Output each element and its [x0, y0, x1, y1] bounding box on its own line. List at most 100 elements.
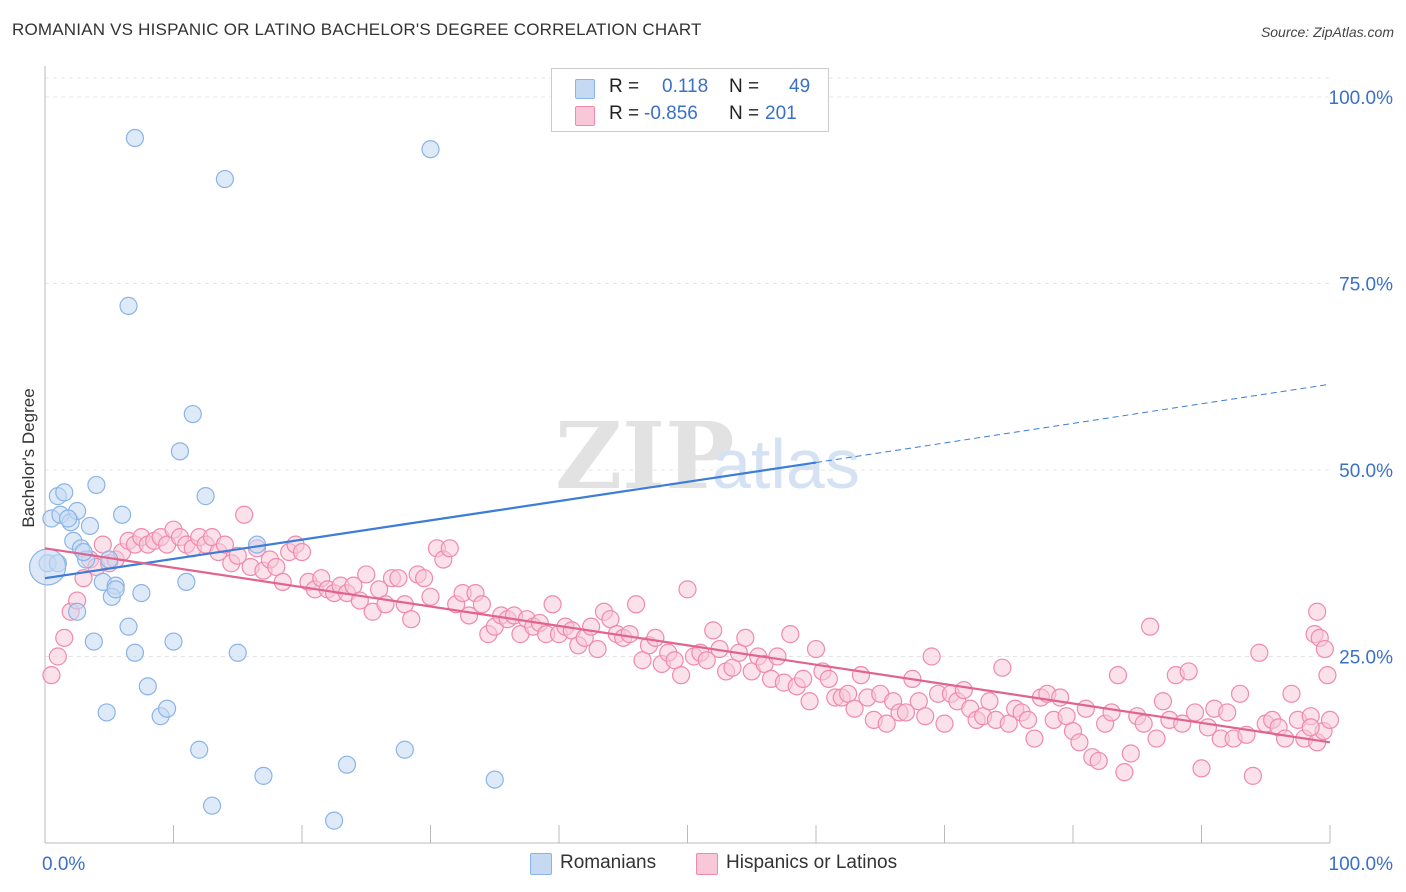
- hispanics-point: [292, 542, 312, 562]
- hispanics-point: [697, 651, 716, 670]
- grid-lines: [45, 77, 1330, 657]
- romanians-point: [125, 128, 145, 148]
- romanians-point: [215, 169, 234, 189]
- hispanics-point: [1108, 666, 1128, 685]
- hispanics-point: [543, 595, 562, 614]
- romanians-point: [84, 632, 103, 651]
- hispanics-point: [1318, 666, 1337, 685]
- correlation-legend: R = 0.118 N = 49 R = -0.856 N = 201: [551, 68, 829, 132]
- hispanics-point: [671, 666, 691, 685]
- hispanics-point: [273, 572, 292, 592]
- romanians-trend-line: [44, 461, 817, 580]
- hispanics-point: [1185, 703, 1205, 722]
- hispanics-point: [1179, 662, 1198, 681]
- romanians-point: [119, 296, 138, 315]
- tick-labels: 0.0% 100.0% 25.0% 50.0% 75.0% 100.0%: [42, 88, 1393, 875]
- romanians-point: [28, 548, 67, 586]
- x-tick-label: 100.0%: [1329, 854, 1394, 875]
- y-tick-label: 75.0%: [1339, 275, 1393, 296]
- legend-r-value: -0.856: [644, 103, 698, 124]
- romanians-point: [196, 487, 215, 506]
- romanians-point: [337, 755, 357, 774]
- romanians-point: [87, 475, 106, 495]
- romanians-point: [170, 442, 190, 461]
- y-tick-label: 100.0%: [1329, 88, 1394, 109]
- hispanics-point: [1315, 639, 1334, 659]
- romanians-point: [106, 580, 125, 599]
- y-tick-label: 25.0%: [1339, 648, 1393, 669]
- romanians-swatch-icon: [575, 79, 595, 99]
- hispanics-point: [1089, 751, 1108, 771]
- hispanics-point: [1230, 684, 1250, 703]
- hispanics-point: [588, 639, 607, 659]
- hispanics-point: [646, 628, 665, 647]
- romanians-point: [254, 766, 273, 785]
- hispanics-legend-label: Hispanics or Latinos: [726, 852, 898, 873]
- hispanics-point: [48, 647, 67, 666]
- hispanics-point: [357, 565, 376, 584]
- hispanics-point: [1250, 643, 1269, 662]
- hispanics-point: [768, 647, 787, 666]
- hispanics-point: [1320, 710, 1340, 730]
- hispanics-point: [794, 669, 813, 688]
- legend-n-label: N =: [729, 103, 760, 124]
- legend-r-label: R =: [609, 103, 640, 124]
- romanians-point: [395, 740, 414, 759]
- source-label: Source: ZipAtlas.com: [1260, 24, 1394, 40]
- hispanics-point: [389, 569, 408, 588]
- hispanics-point: [228, 546, 247, 565]
- romanians-point: [119, 617, 138, 636]
- hispanics-point: [935, 714, 954, 733]
- hispanics-point: [1140, 617, 1160, 636]
- hispanics-point: [215, 535, 234, 554]
- hispanics-point: [704, 621, 723, 640]
- hispanics-point: [414, 569, 434, 588]
- hispanics-point: [954, 680, 973, 700]
- y-axis-label: Bachelor's Degree: [19, 388, 38, 527]
- romanians-point: [202, 796, 222, 815]
- romanians-point: [485, 770, 504, 789]
- romanians-point: [125, 643, 145, 662]
- hispanics-point: [1218, 703, 1237, 722]
- hispanics-point: [1134, 714, 1153, 733]
- legend-r-value: 0.118: [662, 76, 709, 97]
- romanians-point: [80, 516, 100, 536]
- hispanics-point: [1275, 729, 1295, 748]
- hispanics-point: [1147, 729, 1166, 748]
- axes: [44, 66, 1331, 844]
- romanians-point: [68, 602, 87, 621]
- hispanics-point: [1243, 766, 1263, 785]
- romanians-point: [157, 699, 177, 718]
- legend-n-value: 201: [765, 103, 797, 124]
- hispanics-point: [402, 610, 421, 629]
- romanians-point: [325, 811, 344, 830]
- hispanics-point: [620, 625, 639, 644]
- hispanics-point: [1121, 744, 1140, 763]
- hispanics-point: [916, 707, 935, 726]
- hispanics-point: [819, 669, 838, 688]
- romanians-point: [132, 583, 151, 603]
- hispanics-point: [781, 625, 800, 644]
- hispanics-point: [1018, 710, 1038, 730]
- hispanics-point: [1115, 763, 1134, 782]
- watermark: ZIP atlas: [555, 402, 860, 510]
- hispanics-point: [1076, 699, 1095, 718]
- hispanics-point: [980, 692, 999, 711]
- hispanics-point: [55, 628, 74, 647]
- romanians-point: [190, 740, 209, 759]
- hispanics-legend-swatch-icon: [696, 853, 718, 875]
- watermark-atlas: atlas: [712, 425, 860, 503]
- hispanics-point: [1282, 684, 1301, 703]
- hispanics-point: [472, 595, 491, 614]
- hispanics-point: [736, 628, 755, 647]
- romanians-point: [74, 542, 93, 562]
- legend-n-label: N =: [729, 76, 760, 97]
- hispanics-point: [1301, 718, 1320, 737]
- hispanics-point: [800, 692, 819, 711]
- hispanics-point: [1192, 759, 1211, 778]
- romanians-legend-label: Romanians: [560, 852, 657, 873]
- hispanics-trend-line: [44, 547, 1331, 744]
- hispanics-point: [42, 666, 61, 685]
- x-tick-label: 0.0%: [42, 854, 85, 875]
